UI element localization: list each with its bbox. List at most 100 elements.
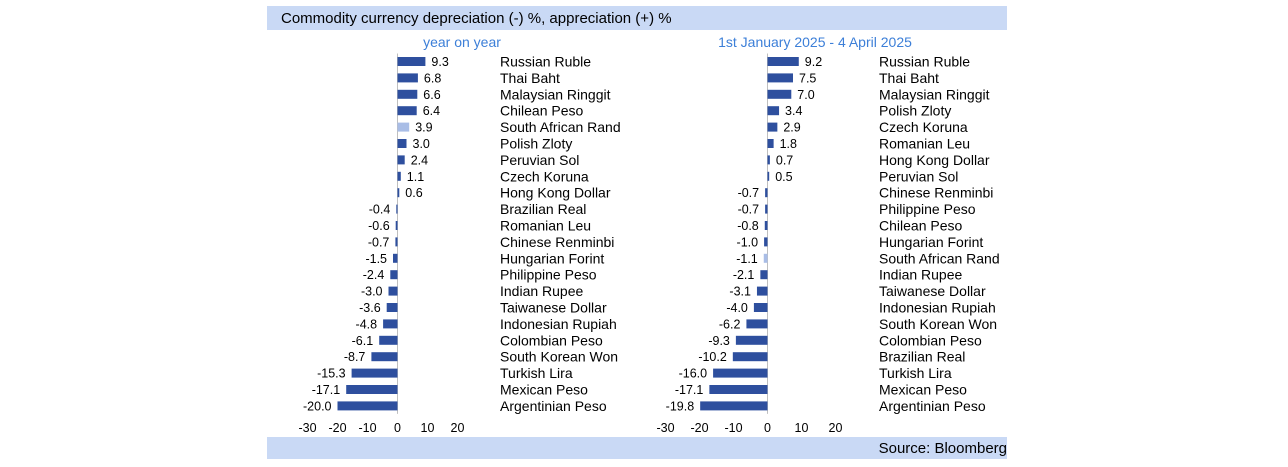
x-tick-label: -10 [358, 421, 376, 435]
category-label: South African Rand [879, 250, 1000, 266]
value-label: -17.1 [312, 383, 341, 397]
bar-czech-koruna [767, 122, 778, 132]
category-label: Argentinian Peso [500, 398, 607, 414]
category-label: Hungarian Forint [500, 250, 604, 266]
category-label: Czech Koruna [500, 168, 589, 184]
chart-panel-year-on-year: year on year 9.3 Russian Ruble 6.8 Thai Baht… [298, 34, 620, 435]
category-label: Taiwanese Dollar [879, 283, 986, 299]
source-band: Source: Bloomberg [267, 437, 1007, 459]
bar-romanian-leu [767, 139, 774, 148]
value-label: 7.5 [799, 71, 816, 85]
value-label: 3.4 [785, 104, 802, 118]
category-label: Chinese Renminbi [879, 185, 993, 201]
category-label: Polish Zloty [879, 103, 951, 119]
bar-romanian-leu [395, 221, 398, 230]
value-label: -0.7 [368, 235, 390, 249]
value-label: -3.0 [361, 285, 383, 299]
category-label: Romanian Leu [500, 218, 591, 234]
category-label: Mexican Peso [500, 382, 588, 398]
bar-chinese-renminbi [395, 237, 398, 247]
bar-malaysian-ringgit [767, 89, 792, 99]
bar-philippine-peso [765, 204, 768, 214]
value-label: 6.6 [423, 88, 440, 102]
category-label: Brazilian Real [500, 201, 586, 217]
x-tick-label: 10 [795, 421, 809, 435]
x-tick-label: 0 [764, 421, 771, 435]
bar-chilean-peso [764, 221, 768, 230]
value-label: 7.0 [797, 88, 814, 102]
x-tick-label: 20 [829, 421, 843, 435]
bar-colombian-peso [379, 335, 398, 345]
category-label: Indian Rupee [879, 267, 963, 283]
bar-south-african-rand [763, 253, 768, 263]
category-label: Turkish Lira [879, 365, 952, 381]
category-label: South Korean Won [879, 316, 997, 332]
bar-argentinian-peso [700, 401, 768, 411]
category-label: South Korean Won [500, 349, 618, 365]
value-label: -6.2 [719, 317, 741, 331]
value-label: -2.4 [363, 268, 385, 282]
category-label: Chilean Peso [879, 218, 962, 234]
bar-argentinian-peso [337, 401, 398, 411]
bar-indonesian-rupiah [753, 303, 768, 312]
source-note: Source: Bloomberg [878, 440, 1007, 457]
value-label: 1.1 [407, 170, 424, 184]
value-label: 6.8 [424, 71, 441, 85]
x-tick-label: -20 [690, 421, 708, 435]
x-tick-label: -30 [656, 421, 674, 435]
value-label: -6.1 [352, 334, 374, 348]
category-label: Polish Zloty [500, 136, 572, 152]
bar-taiwanese-dollar [386, 303, 398, 312]
category-label: Hong Kong Dollar [500, 185, 611, 201]
value-label: 0.7 [776, 153, 793, 167]
bar-hungarian-forint [764, 237, 768, 247]
value-label: -3.1 [729, 285, 751, 299]
category-label: South African Rand [500, 119, 621, 135]
value-label: 3.0 [413, 137, 430, 151]
category-label: Russian Ruble [879, 54, 970, 70]
bar-thai-baht [397, 73, 418, 83]
bar-chilean-peso [397, 106, 417, 116]
category-label: Malaysian Ringgit [879, 86, 990, 102]
value-label: -17.1 [675, 383, 704, 397]
x-tick-label: -10 [724, 421, 742, 435]
bar-turkish-lira [713, 368, 768, 378]
bar-hungarian-forint [393, 253, 398, 263]
bar-indian-rupee [760, 270, 768, 280]
category-label: Colombian Peso [879, 332, 982, 348]
value-label: 1.8 [780, 137, 797, 151]
bar-russian-ruble [397, 57, 426, 66]
bar-south-korean-won [746, 319, 768, 329]
value-label: -4.8 [356, 317, 378, 331]
category-label: Thai Baht [500, 70, 560, 86]
bar-indian-rupee [388, 286, 398, 296]
category-label: Chilean Peso [500, 103, 583, 119]
bar-brazilian-real [732, 352, 768, 362]
category-label: Hong Kong Dollar [879, 152, 990, 168]
category-label: Philippine Peso [879, 201, 976, 217]
category-label: Brazilian Real [879, 349, 965, 365]
category-label: Czech Koruna [879, 119, 968, 135]
bar-czech-koruna [397, 171, 401, 181]
bar-colombian-peso [735, 335, 768, 345]
value-label: -2.1 [733, 268, 755, 282]
value-label: 2.9 [783, 121, 800, 135]
category-label: Argentinian Peso [879, 398, 986, 414]
bar-polish-zloty [767, 106, 780, 116]
bar-malaysian-ringgit [397, 89, 418, 99]
bar-hong-kong-dollar [767, 155, 770, 165]
category-label: Peruvian Sol [879, 168, 958, 184]
category-label: Hungarian Forint [879, 234, 983, 250]
value-label: 9.3 [431, 55, 448, 69]
bar-mexican-peso [346, 385, 398, 394]
category-label: Malaysian Ringgit [500, 86, 611, 102]
category-label: Colombian Peso [500, 332, 603, 348]
category-label: Russian Ruble [500, 54, 591, 70]
bar-indonesian-rupiah [383, 319, 398, 329]
bar-thai-baht [767, 73, 793, 83]
bar-polish-zloty [397, 139, 407, 148]
bar-peruvian-sol [767, 171, 770, 181]
category-label: Indonesian Rupiah [500, 316, 617, 332]
bar-philippine-peso [390, 270, 398, 280]
